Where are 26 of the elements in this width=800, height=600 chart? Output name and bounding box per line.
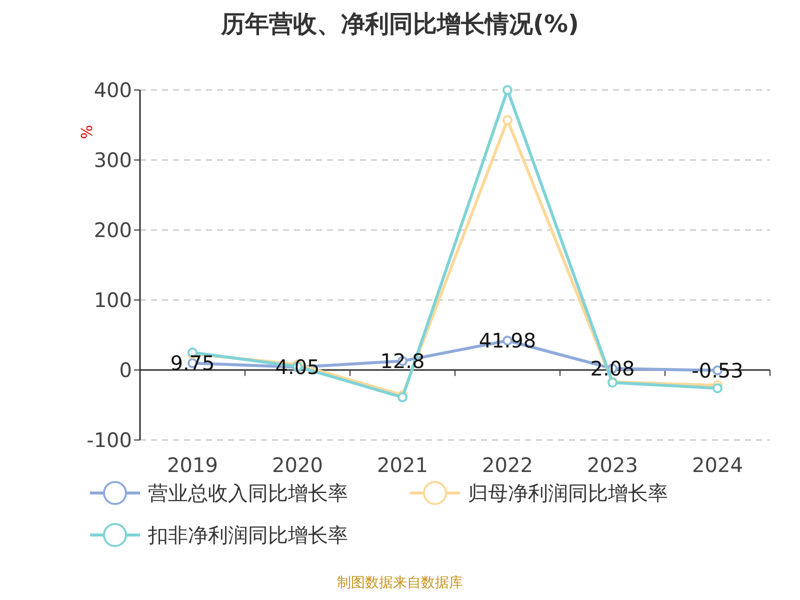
- y-tick-label: 400: [94, 78, 132, 102]
- y-tick-label: 300: [94, 148, 132, 172]
- data-label: 4.05: [275, 355, 320, 380]
- y-axis-title: %: [78, 124, 96, 140]
- legend-label: 营业总收入同比增长率: [148, 481, 348, 505]
- y-tick-label: -100: [86, 428, 132, 452]
- point: [502, 115, 512, 126]
- x-tick-label: 2022: [482, 453, 533, 477]
- y-tick-label: 100: [94, 288, 132, 312]
- x-tick-label: 2023: [587, 453, 638, 477]
- data-label: -0.53: [692, 358, 744, 382]
- data-label: 12.8: [380, 349, 425, 374]
- x-tick-label: 2021: [377, 453, 428, 477]
- legend-label: 归母净利润同比增长率: [468, 481, 668, 505]
- x-tick-label: 2024: [692, 453, 743, 477]
- data-label: 41.98: [478, 328, 536, 353]
- y-tick-label: 200: [94, 218, 132, 242]
- x-tick-label: 2019: [167, 453, 218, 477]
- text: 制图数据来自数据库: [337, 575, 463, 591]
- point: [712, 383, 722, 394]
- y-tick-label: 0: [119, 358, 132, 382]
- legend-label: 扣非净利润同比增长率: [147, 523, 348, 547]
- data-label: 9.75: [170, 351, 215, 376]
- x-tick-label: 2020: [272, 453, 323, 477]
- chart-title: 历年营收、净利同比增长情况(%): [220, 10, 579, 38]
- point: [502, 85, 512, 95]
